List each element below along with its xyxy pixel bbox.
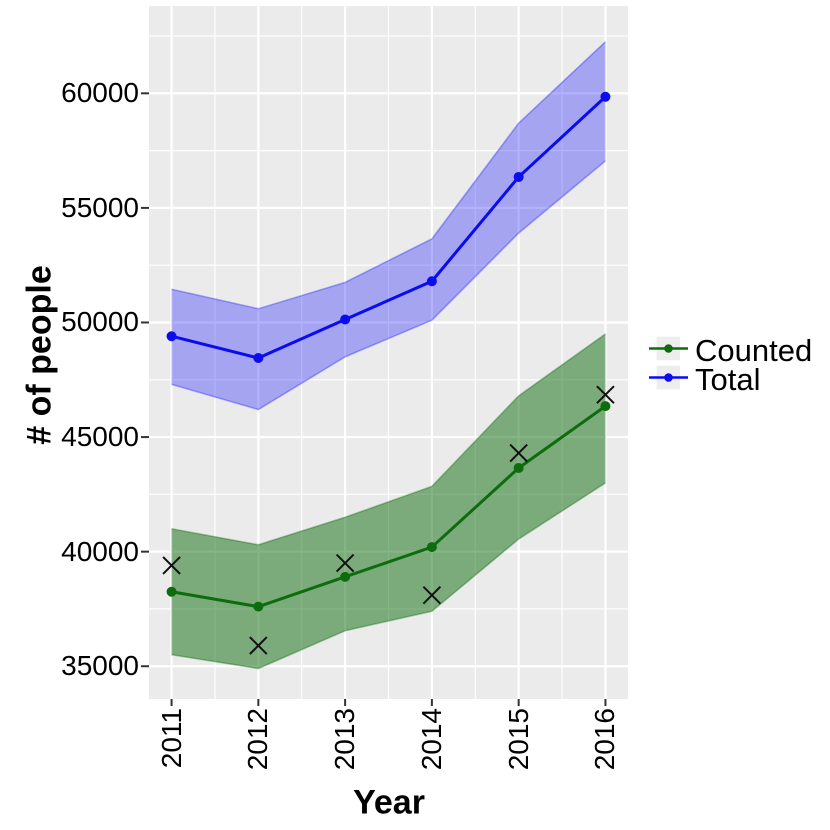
- total-point: [513, 171, 524, 182]
- legend-key-point: [664, 372, 673, 382]
- counted-point: [513, 463, 524, 473]
- legend-key-point: [664, 343, 673, 353]
- total-point: [166, 331, 177, 342]
- observed-x-markers: [422, 585, 442, 605]
- total-ribbon-lower-edge: [171, 160, 606, 411]
- observed-x-markers: [509, 443, 528, 463]
- total-point: [426, 276, 437, 287]
- y-tick-label: 40000: [61, 535, 139, 567]
- legend-key-glyph: [649, 336, 688, 360]
- legend-key-total: [649, 365, 688, 395]
- legend-key-counted: [649, 336, 688, 366]
- legend-label-counted: Counted: [695, 333, 813, 368]
- x-tick-label: 2012: [242, 708, 274, 771]
- y-tick-label: 50000: [61, 306, 139, 338]
- counted-point: [600, 401, 611, 412]
- y-tick-label: 60000: [61, 77, 139, 109]
- total-point: [600, 91, 611, 102]
- observed-x-markers: [162, 556, 181, 575]
- counted-ribbon: [171, 333, 606, 669]
- legend: Counted Total: [649, 333, 813, 397]
- counted-point: [253, 601, 264, 612]
- observed-x-markers: [596, 385, 615, 404]
- counted-ribbon-upper-edge: [171, 333, 606, 546]
- y-axis-title: # of people: [20, 265, 59, 445]
- legend-label-total: Total: [695, 362, 761, 397]
- counted-ribbon-lower-edge: [171, 482, 606, 670]
- counted-point: [340, 571, 351, 582]
- y-tick-label: 45000: [61, 421, 139, 453]
- counted-point: [426, 542, 437, 553]
- total-point: [253, 353, 264, 363]
- x-tick-label: 2015: [502, 708, 534, 771]
- observed-x-markers: [249, 636, 268, 655]
- counted-line: [171, 404, 607, 609]
- legend-item-counted: Counted: [649, 333, 813, 368]
- x-tick-label: 2011: [155, 708, 187, 769]
- counted-point: [166, 586, 177, 597]
- total-ribbon: [171, 41, 606, 410]
- total-ribbon-upper-edge: [171, 41, 606, 310]
- total-point: [340, 314, 351, 325]
- x-tick-label: 2014: [415, 708, 447, 771]
- legend-key-glyph: [649, 365, 688, 389]
- total-line: [171, 95, 607, 360]
- legend-item-total: Total: [649, 362, 812, 397]
- x-tick-label: 2016: [589, 708, 621, 771]
- x-axis-title: Year: [353, 783, 425, 822]
- y-tick-label: 35000: [61, 650, 139, 682]
- y-tick-label: 55000: [61, 191, 139, 223]
- observed-x-markers: [335, 553, 355, 573]
- x-tick-label: 2013: [329, 708, 361, 771]
